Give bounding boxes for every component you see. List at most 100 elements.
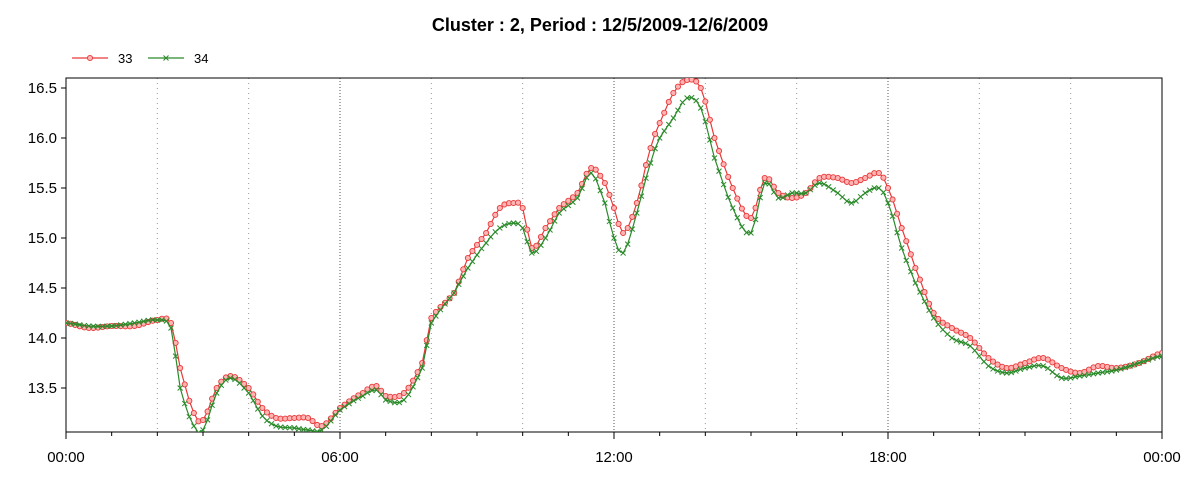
data-point: [296, 425, 302, 432]
data-point: [862, 190, 869, 196]
data-point: [332, 412, 339, 418]
data-point: [971, 339, 978, 346]
data-point: [314, 428, 321, 432]
data-point: [807, 186, 814, 193]
data-point: [697, 105, 704, 111]
data-point: [606, 218, 613, 225]
data-point: [688, 94, 695, 101]
y-tick-label: 13.5: [28, 380, 57, 397]
data-point: [1086, 371, 1092, 378]
data-point: [391, 399, 398, 406]
data-point: [1140, 358, 1147, 365]
data-point: [1122, 364, 1129, 371]
data-point: [633, 210, 640, 216]
data-point: [131, 320, 138, 326]
data-point: [647, 144, 654, 152]
data-point: [528, 250, 535, 256]
data-point: [652, 145, 658, 152]
data-point: [962, 340, 969, 347]
data-point: [597, 172, 604, 179]
data-point: [693, 78, 700, 85]
data-point: [1008, 369, 1015, 376]
data-point: [821, 181, 827, 187]
data-point: [615, 220, 622, 227]
data-point: [400, 389, 407, 397]
data-point: [592, 166, 599, 173]
data-point: [1017, 366, 1024, 373]
data-point: [560, 205, 567, 212]
data-point: [565, 202, 572, 209]
data-point: [519, 225, 526, 231]
data-point: [515, 199, 522, 206]
data-point: [656, 135, 663, 141]
data-point: [620, 250, 626, 256]
data-point: [903, 257, 910, 264]
data-point: [889, 196, 896, 203]
chart-title: Cluster : 2, Period : 12/5/2009-12/6/200…: [432, 15, 768, 35]
data-point: [250, 391, 257, 398]
data-point: [318, 427, 325, 432]
data-point: [798, 190, 805, 197]
data-point: [524, 238, 531, 245]
data-point: [492, 229, 499, 235]
data-point: [264, 417, 270, 424]
data-point: [775, 195, 782, 201]
data-point: [446, 295, 453, 302]
y-axis: 13.5 14.0 14.5 15.0 15.5 16.0 16.5: [28, 80, 66, 397]
data-point: [921, 298, 928, 305]
data-point: [108, 323, 115, 329]
data-point: [177, 385, 184, 391]
data-point: [455, 281, 462, 288]
data-point: [263, 409, 270, 416]
data-point: [638, 193, 645, 200]
data-point: [1063, 375, 1069, 382]
data-point: [725, 194, 732, 201]
data-point: [702, 118, 709, 125]
data-point: [127, 320, 133, 327]
data-point: [816, 180, 823, 186]
data-point: [588, 170, 595, 176]
x-tick-label: 00:00: [47, 449, 85, 466]
data-point: [437, 306, 444, 313]
data-point: [1067, 375, 1074, 381]
data-point: [199, 416, 207, 424]
data-point: [1040, 363, 1047, 369]
data-point: [661, 109, 668, 116]
data-point: [1003, 370, 1010, 376]
data-point: [661, 128, 668, 134]
y-tick-label: 15.5: [28, 180, 57, 197]
data-point: [122, 321, 129, 328]
data-point: [715, 147, 723, 155]
data-point: [309, 428, 316, 432]
data-point: [871, 185, 878, 191]
data-point: [962, 331, 969, 338]
data-point: [574, 195, 581, 201]
data-point: [930, 315, 937, 321]
data-point: [834, 190, 841, 196]
data-point: [487, 234, 494, 240]
data-point: [542, 224, 549, 232]
data-point: [483, 240, 489, 246]
data-point: [912, 264, 919, 272]
data-point: [976, 353, 983, 359]
data-point: [643, 175, 649, 182]
data-point: [191, 423, 197, 429]
data-point: [419, 365, 426, 371]
data-point: [999, 369, 1006, 376]
data-point: [629, 226, 636, 232]
data-point: [245, 390, 252, 396]
data-point: [72, 321, 78, 327]
data-point: [67, 320, 74, 327]
data-point: [396, 392, 403, 400]
data-point: [907, 268, 914, 275]
data-point: [898, 245, 905, 251]
data-point: [304, 414, 312, 422]
data-point: [496, 204, 503, 212]
data-point: [496, 225, 503, 231]
legend-marker: [86, 54, 94, 62]
data-point: [670, 115, 677, 121]
data-point: [90, 323, 97, 330]
data-point: [670, 89, 677, 97]
data-point: [830, 187, 837, 193]
data-point: [610, 204, 618, 212]
